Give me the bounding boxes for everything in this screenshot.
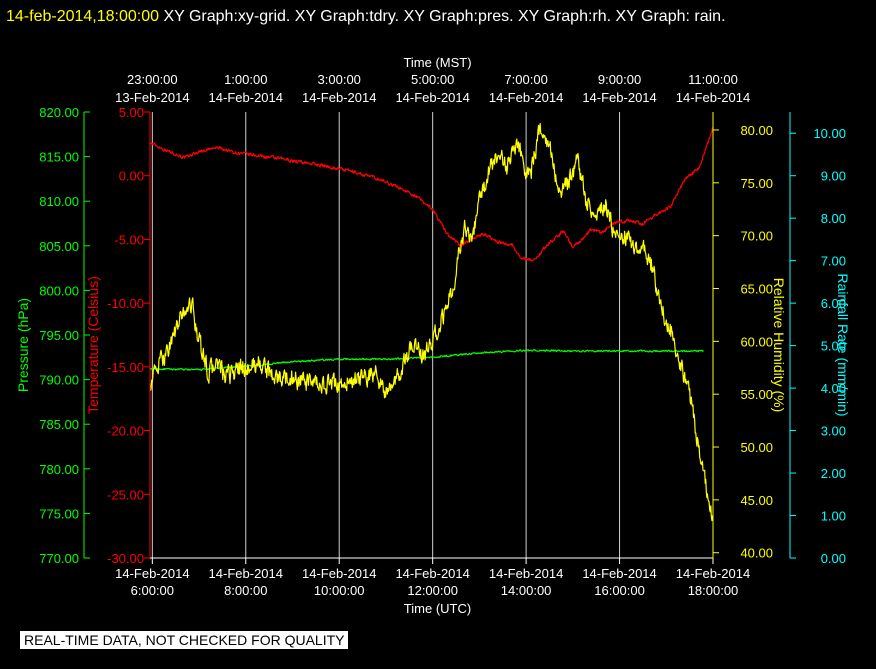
pressure-tick-label: 810.00 bbox=[39, 194, 79, 209]
temperature-tick-label: -5.00 bbox=[114, 232, 144, 247]
humidity-tick-label: 40.00 bbox=[740, 546, 773, 561]
pressure-tick-label: 815.00 bbox=[39, 150, 79, 165]
bottom-tick-time: 8:00:00 bbox=[224, 583, 267, 598]
humidity-axis-title: Relative Humidity (%) bbox=[771, 278, 787, 413]
top-tick-time: 5:00:00 bbox=[411, 72, 454, 87]
temperature-tick-label: -25.00 bbox=[107, 487, 144, 502]
top-tick-date: 14-Feb-2014 bbox=[209, 90, 283, 105]
rain-tick-label: 0.00 bbox=[821, 551, 846, 566]
rain-tick-label: 7.00 bbox=[821, 254, 846, 269]
bottom-tick-time: 14:00:00 bbox=[501, 583, 552, 598]
bottom-tick-time: 16:00:00 bbox=[594, 583, 645, 598]
pressure-tick-label: 805.00 bbox=[39, 239, 79, 254]
humidity-tick-label: 55.00 bbox=[740, 387, 773, 402]
temperature-tick-label: -15.00 bbox=[107, 360, 144, 375]
pressure-tick-label: 790.00 bbox=[39, 373, 79, 388]
top-tick-date: 14-Feb-2014 bbox=[395, 90, 469, 105]
top-tick-time: 7:00:00 bbox=[504, 72, 547, 87]
humidity-tick-label: 70.00 bbox=[740, 229, 773, 244]
bottom-tick-time: 10:00:00 bbox=[314, 583, 365, 598]
pressure-series-line bbox=[149, 349, 704, 372]
top-tick-date: 14-Feb-2014 bbox=[582, 90, 656, 105]
top-tick-date: 13-Feb-2014 bbox=[115, 90, 189, 105]
top-tick-date: 14-Feb-2014 bbox=[489, 90, 563, 105]
rain-tick-label: 4.00 bbox=[821, 381, 846, 396]
rain-tick-label: 9.00 bbox=[821, 169, 846, 184]
rain-tick-label: 1.00 bbox=[821, 509, 846, 524]
top-tick-time: 1:00:00 bbox=[224, 72, 267, 87]
bottom-axis-label: Time (UTC) bbox=[404, 601, 471, 616]
pressure-tick-label: 770.00 bbox=[39, 551, 79, 566]
humidity-tick-label: 65.00 bbox=[740, 281, 773, 296]
grid bbox=[151, 112, 621, 558]
header: 14-feb-2014,18:00:00 XY Graph:xy-grid. X… bbox=[6, 3, 866, 30]
temperature-tick-label: -30.00 bbox=[107, 551, 144, 566]
pressure-tick-label: 775.00 bbox=[39, 506, 79, 521]
pressure-axis-title: Pressure (hPa) bbox=[15, 298, 31, 392]
bottom-tick-date: 14-Feb-2014 bbox=[395, 566, 469, 581]
pressure-tick-label: 780.00 bbox=[39, 462, 79, 477]
pressure-tick-label: 820.00 bbox=[39, 105, 79, 120]
humidity-series-line bbox=[149, 122, 714, 522]
temperature-tick-label: -10.00 bbox=[107, 296, 144, 311]
top-tick-date: 14-Feb-2014 bbox=[676, 90, 750, 105]
bottom-tick-time: 6:00:00 bbox=[131, 583, 174, 598]
humidity-tick-label: 50.00 bbox=[740, 440, 773, 455]
rain-tick-label: 10.00 bbox=[813, 126, 846, 141]
humidity-tick-label: 60.00 bbox=[740, 334, 773, 349]
top-tick-time: 9:00:00 bbox=[598, 72, 641, 87]
rain-tick-label: 8.00 bbox=[821, 211, 846, 226]
pressure-tick-label: 795.00 bbox=[39, 328, 79, 343]
humidity-tick-label: 75.00 bbox=[740, 176, 773, 191]
rain-axis-title: Rainfall Rate (mm/min) bbox=[835, 273, 851, 416]
bottom-tick-date: 14-Feb-2014 bbox=[115, 566, 189, 581]
top-tick-date: 14-Feb-2014 bbox=[302, 90, 376, 105]
temperature-tick-label: 5.00 bbox=[119, 105, 144, 120]
bottom-tick-time: 12:00:00 bbox=[407, 583, 458, 598]
bottom-tick-date: 14-Feb-2014 bbox=[582, 566, 656, 581]
quality-notice: REAL-TIME DATA, NOT CHECKED FOR QUALITY bbox=[20, 631, 349, 649]
bottom-tick-date: 14-Feb-2014 bbox=[302, 566, 376, 581]
top-tick-time: 23:00:00 bbox=[127, 72, 178, 87]
temperature-tick-label: 0.00 bbox=[119, 169, 144, 184]
rain-tick-label: 5.00 bbox=[821, 339, 846, 354]
plot-frame bbox=[149, 112, 714, 559]
humidity-tick-label: 45.00 bbox=[740, 493, 773, 508]
bottom-tick-date: 14-Feb-2014 bbox=[209, 566, 283, 581]
graph-title: XY Graph:xy-grid. XY Graph:tdry. XY Grap… bbox=[163, 8, 726, 25]
timestamp: 14-feb-2014,18:00:00 bbox=[6, 8, 160, 25]
bottom-tick-date: 14-Feb-2014 bbox=[489, 566, 563, 581]
temperature-tick-label: -20.00 bbox=[107, 424, 144, 439]
bottom-tick-time: 18:00:00 bbox=[688, 583, 739, 598]
rain-tick-label: 3.00 bbox=[821, 424, 846, 439]
pressure-tick-label: 785.00 bbox=[39, 417, 79, 432]
temperature-axis-title: Temperature (Celsius) bbox=[85, 276, 101, 414]
bottom-tick-date: 14-Feb-2014 bbox=[676, 566, 750, 581]
top-axis-label: Time (MST) bbox=[403, 55, 471, 70]
temperature-series-line bbox=[149, 126, 714, 262]
top-tick-time: 3:00:00 bbox=[318, 72, 361, 87]
pressure-tick-label: 800.00 bbox=[39, 283, 79, 298]
series-layer bbox=[149, 122, 714, 522]
rain-tick-label: 6.00 bbox=[821, 296, 846, 311]
top-tick-time: 11:00:00 bbox=[688, 72, 738, 87]
rain-tick-label: 2.00 bbox=[821, 466, 846, 481]
humidity-tick-label: 80.00 bbox=[740, 123, 773, 138]
axes: 14-Feb-2014 6:00:00 14-Feb-2014 8:00:00 14-F… bbox=[15, 55, 851, 616]
